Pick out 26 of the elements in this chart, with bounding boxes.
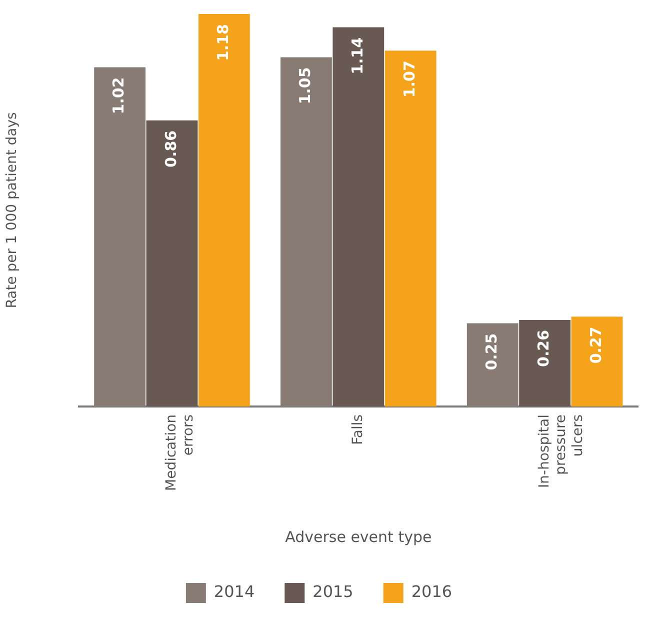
x-tick-label: In-hospital pressure ulcers xyxy=(536,414,586,488)
x-tick-label: Medication errors xyxy=(164,414,196,491)
bar xyxy=(571,316,623,406)
bar xyxy=(519,320,571,406)
bar xyxy=(146,120,198,406)
legend-label: 2016 xyxy=(411,582,452,602)
bar xyxy=(384,50,436,406)
data-label: 1.07 xyxy=(400,60,418,98)
data-label: 1.14 xyxy=(348,37,366,74)
data-label: 0.26 xyxy=(534,330,553,367)
data-label: 1.02 xyxy=(110,77,128,114)
legend-label: 2015 xyxy=(312,582,354,602)
data-label: 0.27 xyxy=(586,326,605,364)
y-axis-title: Rate per 1 000 patient days xyxy=(4,112,20,308)
bar xyxy=(332,27,384,406)
bar xyxy=(280,57,332,406)
bar xyxy=(466,323,518,406)
data-label: 1.18 xyxy=(214,24,232,62)
x-axis-title: Adverse event type xyxy=(285,528,432,546)
legend-label: 2014 xyxy=(214,582,255,602)
data-label: 0.25 xyxy=(482,333,500,370)
data-label: 1.05 xyxy=(296,67,314,104)
data-label: 0.86 xyxy=(162,130,180,168)
x-tick-label: Falls xyxy=(350,414,366,445)
bar xyxy=(198,14,250,406)
bar xyxy=(94,67,146,406)
